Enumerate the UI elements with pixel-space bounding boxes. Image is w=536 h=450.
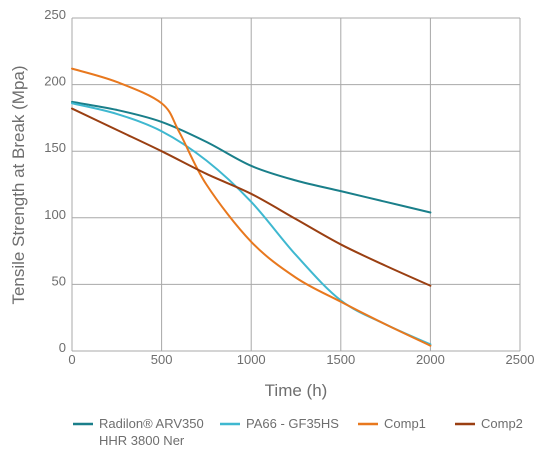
legend-label: Comp2 bbox=[481, 416, 523, 431]
tick-labels: 0 500 1000 1500 2000 2500 0 50 100 150 200 250 bbox=[44, 7, 534, 367]
y-tick-label: 150 bbox=[44, 140, 66, 155]
grid bbox=[71, 17, 521, 352]
y-tick-label: 200 bbox=[44, 74, 66, 89]
legend: Radilon® ARV350 HHR 3800 Ner PA66 - GF35HS… bbox=[73, 416, 523, 448]
x-tick-label: 500 bbox=[151, 352, 173, 367]
legend-item-1: Radilon® ARV350 HHR 3800 Ner bbox=[73, 416, 204, 448]
series-line-4 bbox=[71, 107, 432, 287]
x-tick-label: 2000 bbox=[416, 352, 445, 367]
y-tick-label: 0 bbox=[59, 340, 66, 355]
legend-label: PA66 - GF35HS bbox=[246, 416, 339, 431]
x-axis-title: Time (h) bbox=[265, 381, 328, 400]
y-tick-label: 100 bbox=[44, 207, 66, 222]
series-line-3 bbox=[71, 67, 432, 347]
x-tick-label: 1500 bbox=[326, 352, 355, 367]
legend-item-2: PA66 - GF35HS bbox=[220, 416, 339, 431]
x-tick-label: 2500 bbox=[506, 352, 535, 367]
legend-label: Comp1 bbox=[384, 416, 426, 431]
legend-label: HHR 3800 Ner bbox=[99, 433, 185, 448]
y-axis-title: Tensile Strength at Break (Mpa) bbox=[9, 65, 28, 304]
legend-item-3: Comp1 bbox=[358, 416, 426, 431]
legend-item-4: Comp2 bbox=[455, 416, 523, 431]
x-tick-label: 0 bbox=[68, 352, 75, 367]
legend-label: Radilon® ARV350 bbox=[99, 416, 204, 431]
y-tick-label: 250 bbox=[44, 7, 66, 22]
series-lines bbox=[71, 67, 432, 347]
y-tick-label: 50 bbox=[52, 273, 66, 288]
series-line-1 bbox=[71, 100, 432, 214]
x-tick-label: 1000 bbox=[237, 352, 266, 367]
